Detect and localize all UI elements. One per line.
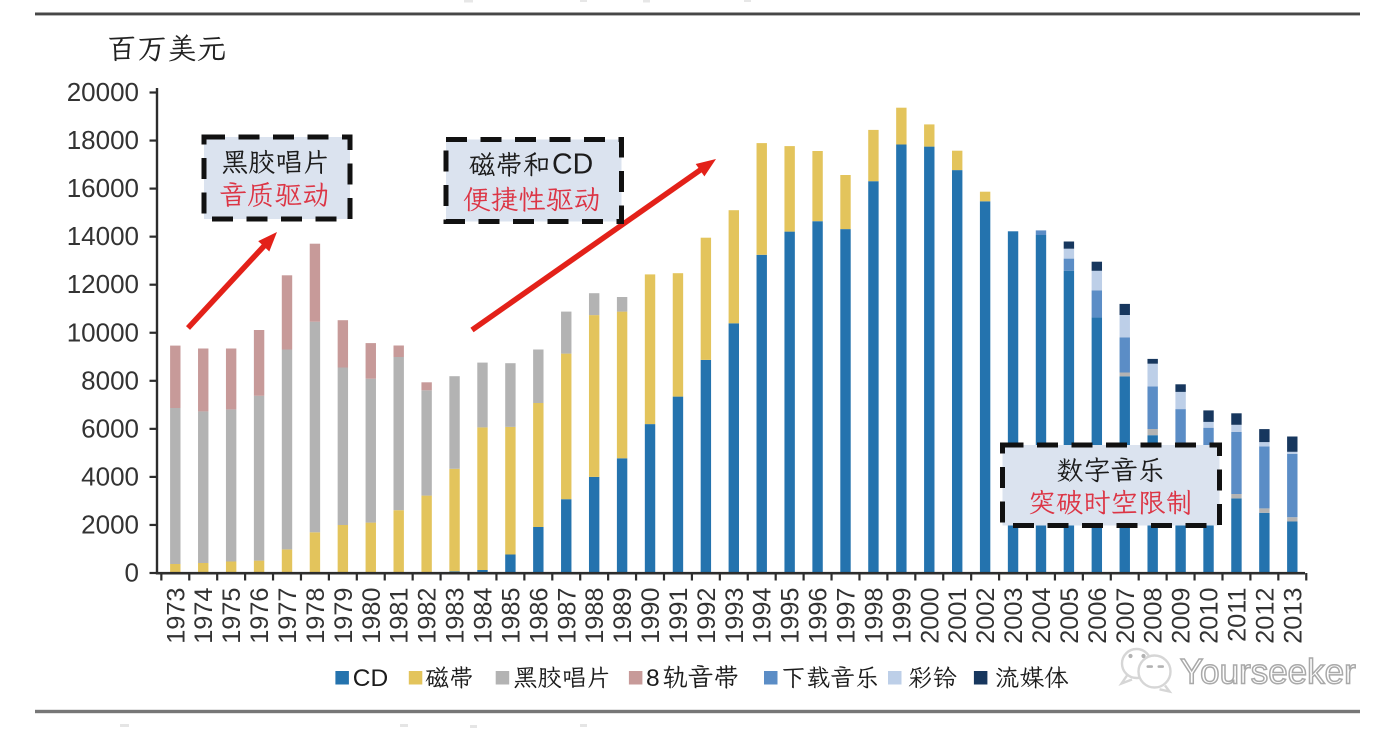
svg-text:2012: 2012 bbox=[1251, 588, 1279, 644]
svg-text:1995: 1995 bbox=[777, 588, 805, 644]
svg-text:Yourseeker: Yourseeker bbox=[1180, 653, 1356, 692]
svg-text:1990: 1990 bbox=[637, 588, 665, 644]
svg-text:1979: 1979 bbox=[330, 588, 358, 644]
svg-text:1984: 1984 bbox=[469, 588, 497, 644]
svg-text:1988: 1988 bbox=[581, 588, 609, 644]
svg-text:2013: 2013 bbox=[1279, 588, 1307, 644]
svg-text:1985: 1985 bbox=[497, 588, 525, 644]
svg-text:1986: 1986 bbox=[525, 588, 553, 644]
svg-text:2006: 2006 bbox=[1084, 588, 1112, 644]
svg-text:4000: 4000 bbox=[81, 461, 139, 491]
svg-text:2007: 2007 bbox=[1112, 588, 1140, 644]
svg-text:CD: CD bbox=[353, 665, 388, 692]
svg-text:1989: 1989 bbox=[609, 588, 637, 644]
svg-text:CD: CD bbox=[552, 149, 593, 181]
svg-text:1999: 1999 bbox=[888, 588, 916, 644]
svg-text:6000: 6000 bbox=[81, 413, 139, 443]
svg-text:2001: 2001 bbox=[944, 588, 972, 644]
svg-text:1982: 1982 bbox=[414, 588, 442, 644]
svg-text:2002: 2002 bbox=[972, 588, 1000, 644]
svg-text:8: 8 bbox=[646, 665, 660, 692]
svg-text:1987: 1987 bbox=[553, 588, 581, 644]
svg-text:1980: 1980 bbox=[358, 588, 386, 644]
svg-text:2000: 2000 bbox=[916, 588, 944, 644]
svg-text:1976: 1976 bbox=[246, 588, 274, 644]
svg-text:1973: 1973 bbox=[162, 588, 190, 644]
svg-text:1974: 1974 bbox=[190, 588, 218, 644]
svg-text:1983: 1983 bbox=[442, 588, 470, 644]
svg-text:1996: 1996 bbox=[805, 588, 833, 644]
svg-text:1998: 1998 bbox=[860, 588, 888, 644]
svg-text:2003: 2003 bbox=[1000, 588, 1028, 644]
svg-text:1994: 1994 bbox=[749, 588, 777, 644]
svg-text:2009: 2009 bbox=[1168, 588, 1196, 644]
svg-text:1997: 1997 bbox=[833, 588, 861, 644]
svg-text:1993: 1993 bbox=[721, 588, 749, 644]
svg-text:1991: 1991 bbox=[665, 588, 693, 644]
svg-text:14000: 14000 bbox=[67, 221, 139, 251]
svg-text:2010: 2010 bbox=[1196, 588, 1224, 644]
svg-text:1977: 1977 bbox=[274, 588, 302, 644]
svg-text:2008: 2008 bbox=[1140, 588, 1168, 644]
svg-text:18000: 18000 bbox=[67, 125, 139, 155]
svg-text:8000: 8000 bbox=[81, 365, 139, 395]
svg-text:0: 0 bbox=[125, 558, 139, 588]
svg-text:20000: 20000 bbox=[67, 77, 139, 107]
svg-text:10000: 10000 bbox=[67, 317, 139, 347]
svg-text:1992: 1992 bbox=[693, 588, 721, 644]
svg-text:2000: 2000 bbox=[81, 509, 139, 539]
svg-text:1975: 1975 bbox=[218, 588, 246, 644]
svg-text:2005: 2005 bbox=[1056, 588, 1084, 644]
svg-text:12000: 12000 bbox=[67, 269, 139, 299]
svg-text:1981: 1981 bbox=[386, 588, 414, 644]
svg-text:1978: 1978 bbox=[302, 588, 330, 644]
svg-text:2011: 2011 bbox=[1223, 588, 1251, 642]
svg-text:2004: 2004 bbox=[1028, 588, 1056, 644]
svg-text:16000: 16000 bbox=[67, 173, 139, 203]
